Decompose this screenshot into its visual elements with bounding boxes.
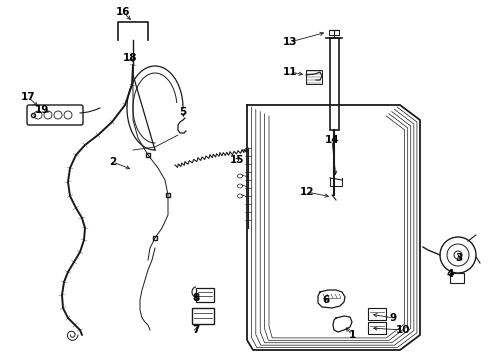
Text: 16: 16 [116,7,130,17]
Bar [449,273,463,283]
Text: 2: 2 [109,157,116,167]
Text: 18: 18 [122,53,137,63]
Text: 4: 4 [446,269,453,279]
Text: 13: 13 [282,37,297,47]
Text: 3: 3 [454,253,462,263]
Text: 14: 14 [324,135,339,145]
Bar [305,70,321,84]
Text: 7: 7 [192,325,199,335]
Text: 10: 10 [395,325,409,335]
Bar [329,38,338,130]
Text: 17: 17 [20,92,35,102]
Bar [367,308,385,320]
Bar [367,322,385,334]
Text: 5: 5 [179,107,186,117]
Text: 12: 12 [299,187,314,197]
Text: 19: 19 [35,105,49,115]
Text: 1: 1 [347,330,355,340]
Bar [192,308,214,324]
Text: 11: 11 [282,67,297,77]
Text: 15: 15 [229,155,244,165]
Text: 8: 8 [192,293,199,303]
Bar [196,288,214,302]
Text: 9: 9 [388,313,396,323]
Text: 6: 6 [322,295,329,305]
